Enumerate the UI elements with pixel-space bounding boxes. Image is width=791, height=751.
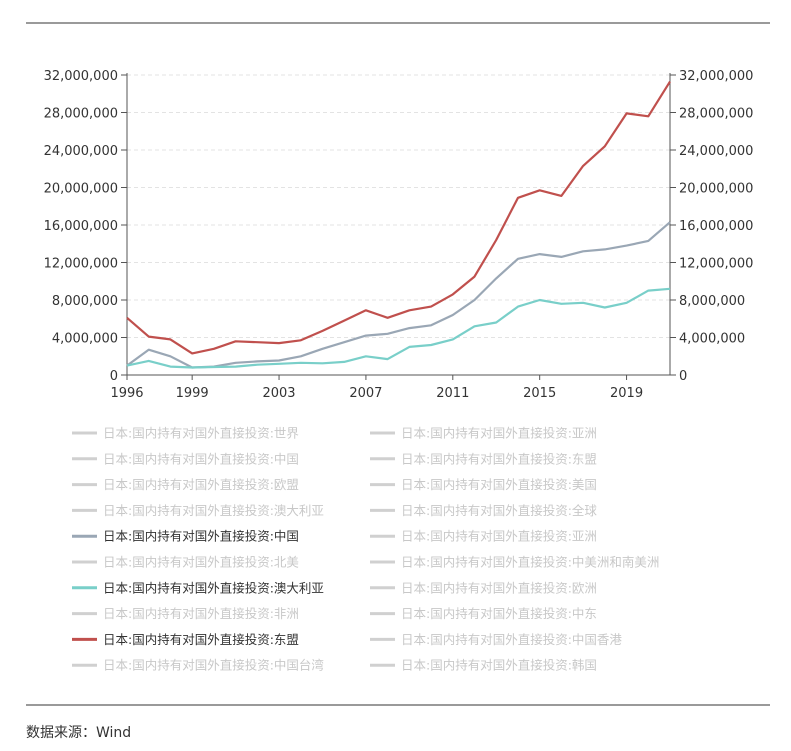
legend-item: 日本:国内持有对国外直接投资:东盟 [103,632,299,647]
y-tick-label-left: 32,000,000 [44,69,118,84]
y-tick-label-right: 0 [679,369,687,384]
legend-item: 日本:国内持有对国外直接投资:澳大利亚 [103,503,324,518]
legend-item: 日本:国内持有对国外直接投资:中东 [401,606,597,621]
x-tick-label: 2019 [610,386,643,401]
legend-item: 日本:国内持有对国外直接投资:韩国 [401,658,597,673]
top-divider [26,22,770,24]
y-tick-label-left: 16,000,000 [44,219,118,234]
x-tick-label: 2007 [349,386,382,401]
legend-item: 日本:国内持有对国外直接投资:非洲 [103,606,299,621]
line-chart: 0 0 4,000,000 4,000,000 8,000,000 8,000,000 12… [44,69,754,673]
y-tick-label-left: 4,000,000 [52,332,118,347]
x-tick-label: 1996 [110,386,143,401]
data-source: 数据来源：Wind [26,725,132,741]
y-tick-label-left: 24,000,000 [44,144,118,159]
y-tick-label-left: 20,000,000 [44,182,118,197]
y-tick-label-right: 16,000,000 [679,219,753,234]
legend-item: 日本:国内持有对国外直接投资:澳大利亚 [103,580,324,595]
x-tick-label: 1999 [176,386,209,401]
legend-item: 日本:国内持有对国外直接投资:亚洲 [401,426,597,441]
series-line [126,81,671,355]
legend-item: 日本:国内持有对国外直接投资:中国香港 [401,632,622,647]
y-tick-label-right: 4,000,000 [679,332,745,347]
y-tick-label-right: 20,000,000 [679,182,753,197]
legend-item: 日本:国内持有对国外直接投资:中国 [103,451,299,466]
series-line [126,287,671,369]
y-tick-label-left: 28,000,000 [44,107,118,122]
legend-item: 日本:国内持有对国外直接投资:欧洲 [401,580,597,595]
series-line [126,221,671,369]
legend-item: 日本:国内持有对国外直接投资:中美洲和南美洲 [401,555,659,570]
legend-item: 日本:国内持有对国外直接投资:北美 [103,555,299,570]
legend-item: 日本:国内持有对国外直接投资:世界 [103,426,299,441]
y-tick-label-right: 8,000,000 [679,294,745,309]
legend-item: 日本:国内持有对国外直接投资:全球 [401,503,597,518]
legend-item: 日本:国内持有对国外直接投资:东盟 [401,451,597,466]
legend-item: 日本:国内持有对国外直接投资:美国 [401,477,597,492]
x-tick-label: 2015 [523,386,556,401]
legend-item: 日本:国内持有对国外直接投资:欧盟 [103,477,299,492]
y-tick-label-right: 24,000,000 [679,144,753,159]
y-tick-label-left: 8,000,000 [52,294,118,309]
y-tick-label-right: 28,000,000 [679,107,753,122]
x-tick-label: 2011 [436,386,469,401]
legend-item: 日本:国内持有对国外直接投资:中国台湾 [103,658,324,673]
y-tick-label-right: 12,000,000 [679,257,753,272]
y-tick-label-right: 32,000,000 [679,69,753,84]
legend-item: 日本:国内持有对国外直接投资:亚洲 [401,529,597,544]
y-tick-label-left: 0 [110,369,118,384]
bottom-divider [26,704,770,706]
x-tick-label: 2003 [262,386,295,401]
y-tick-label-left: 12,000,000 [44,257,118,272]
legend-item: 日本:国内持有对国外直接投资:中国 [103,529,299,544]
